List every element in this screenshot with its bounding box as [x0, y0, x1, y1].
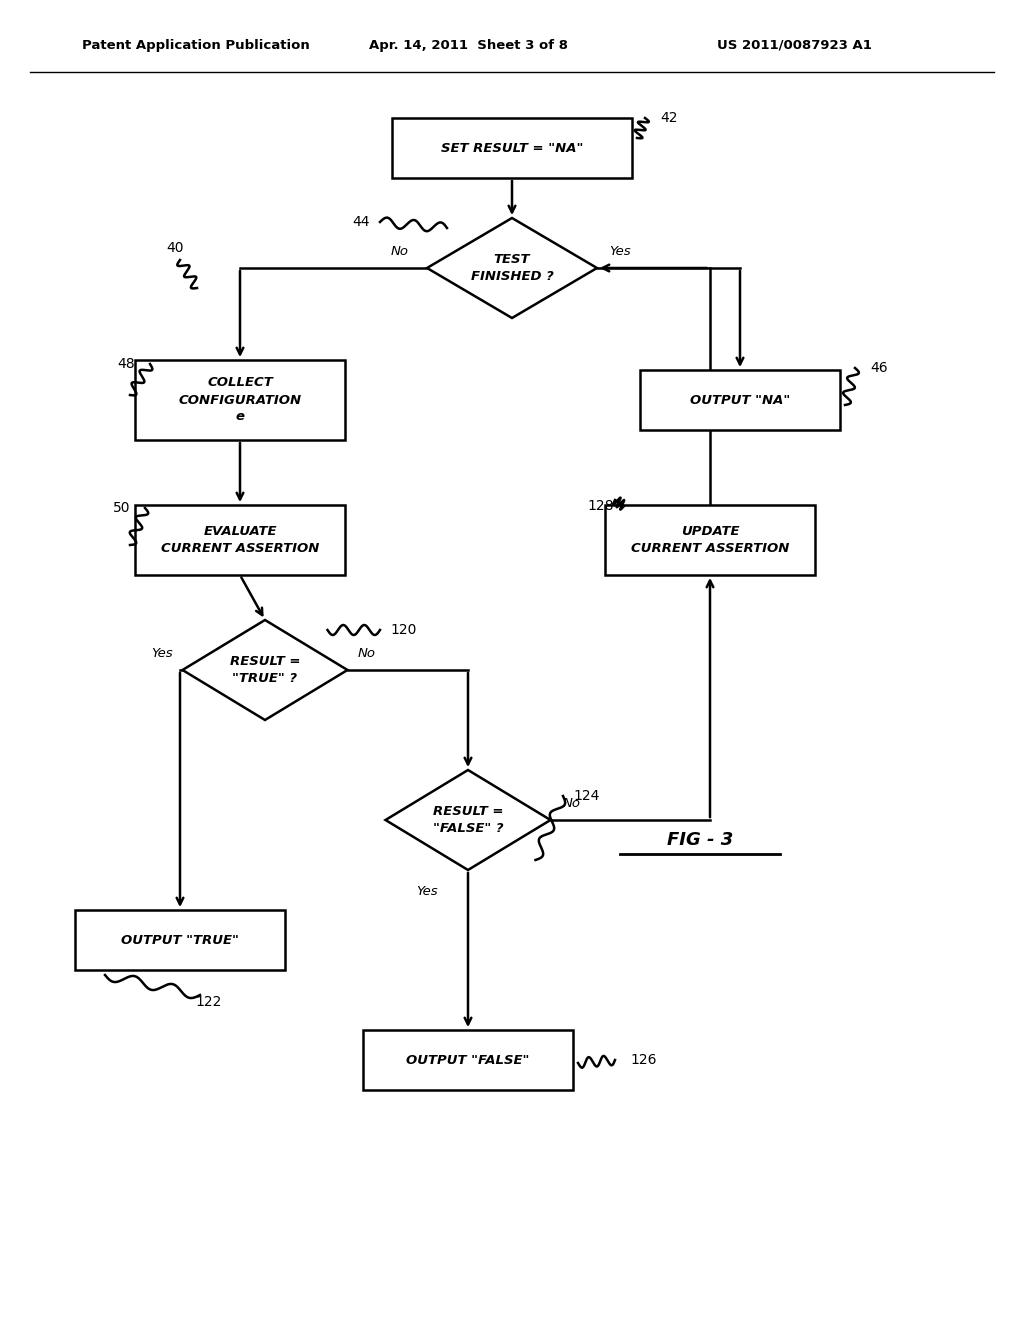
Polygon shape [182, 620, 347, 719]
Text: Apr. 14, 2011  Sheet 3 of 8: Apr. 14, 2011 Sheet 3 of 8 [369, 38, 567, 51]
Text: 44: 44 [352, 215, 370, 228]
Text: EVALUATE
CURRENT ASSERTION: EVALUATE CURRENT ASSERTION [161, 525, 319, 554]
FancyBboxPatch shape [605, 506, 815, 576]
FancyBboxPatch shape [392, 117, 632, 178]
Text: No: No [391, 246, 409, 257]
Text: RESULT =
"FALSE" ?: RESULT = "FALSE" ? [433, 805, 503, 836]
Text: Yes: Yes [151, 647, 172, 660]
Text: 42: 42 [660, 111, 678, 125]
FancyBboxPatch shape [135, 360, 345, 440]
Text: 120: 120 [390, 623, 417, 638]
Text: 124: 124 [573, 789, 599, 803]
Text: 40: 40 [166, 242, 183, 255]
Text: Patent Application Publication: Patent Application Publication [82, 38, 309, 51]
Polygon shape [427, 218, 597, 318]
Text: 126: 126 [630, 1053, 656, 1067]
FancyBboxPatch shape [75, 909, 285, 970]
Text: 48: 48 [118, 356, 135, 371]
Text: Yes: Yes [417, 884, 438, 898]
Text: 46: 46 [870, 360, 888, 375]
Text: OUTPUT "NA": OUTPUT "NA" [690, 393, 791, 407]
FancyBboxPatch shape [135, 506, 345, 576]
Polygon shape [385, 770, 551, 870]
Text: 50: 50 [113, 502, 130, 515]
Text: No: No [357, 647, 376, 660]
Text: 128: 128 [588, 499, 614, 513]
Text: TEST
FINISHED ?: TEST FINISHED ? [471, 253, 553, 282]
Text: RESULT =
"TRUE" ?: RESULT = "TRUE" ? [229, 655, 300, 685]
Text: 122: 122 [195, 995, 221, 1008]
Text: COLLECT
CONFIGURATION
e: COLLECT CONFIGURATION e [178, 376, 301, 424]
Text: SET RESULT = "NA": SET RESULT = "NA" [440, 141, 584, 154]
Text: FIG - 3: FIG - 3 [667, 832, 733, 849]
Text: US 2011/0087923 A1: US 2011/0087923 A1 [717, 38, 871, 51]
Text: UPDATE
CURRENT ASSERTION: UPDATE CURRENT ASSERTION [631, 525, 790, 554]
Text: OUTPUT "FALSE": OUTPUT "FALSE" [407, 1053, 529, 1067]
FancyBboxPatch shape [640, 370, 840, 430]
Text: OUTPUT "TRUE": OUTPUT "TRUE" [121, 933, 239, 946]
Text: No: No [562, 797, 581, 810]
Text: Yes: Yes [609, 246, 631, 257]
FancyBboxPatch shape [362, 1030, 573, 1090]
